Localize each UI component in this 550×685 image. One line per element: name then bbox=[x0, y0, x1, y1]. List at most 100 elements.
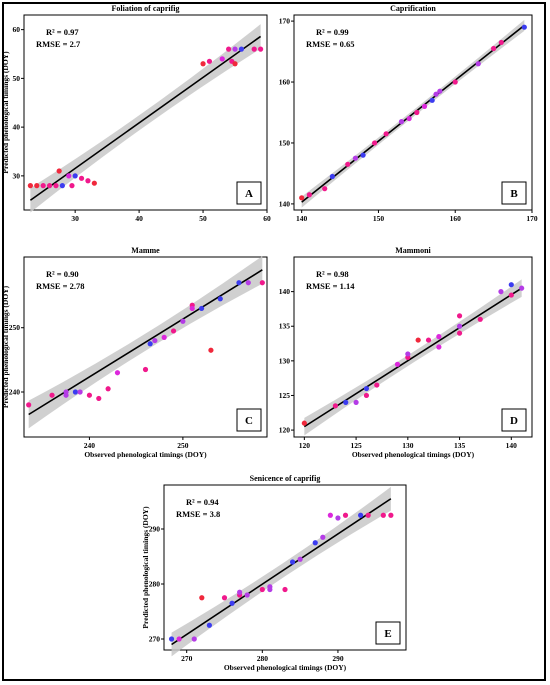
data-point bbox=[267, 584, 273, 590]
panel-c: Mamme 240 250 240 250 R² = 0.90 RMSE = 2.78 C Ob… bbox=[1, 246, 268, 459]
data-point bbox=[40, 183, 46, 189]
rmse-label: RMSE = 1.14 bbox=[306, 281, 355, 291]
data-point bbox=[147, 341, 153, 347]
data-point bbox=[452, 79, 458, 85]
data-point bbox=[425, 337, 432, 343]
panel-label: A bbox=[245, 188, 253, 200]
data-point bbox=[491, 45, 497, 52]
rmse-label: RMSE = 0.65 bbox=[306, 39, 355, 49]
data-point bbox=[365, 512, 371, 518]
data-point bbox=[436, 344, 442, 350]
data-point bbox=[232, 61, 238, 67]
data-point bbox=[456, 330, 463, 336]
data-point bbox=[245, 280, 251, 286]
data-point bbox=[258, 46, 264, 52]
x-axis-label: Observed phenological timings (DOY) bbox=[352, 450, 475, 459]
data-point bbox=[374, 382, 380, 388]
data-point bbox=[226, 46, 232, 52]
regression-line bbox=[171, 498, 392, 646]
data-point bbox=[508, 292, 514, 298]
data-point bbox=[335, 515, 341, 521]
r-squared-label: R² = 0.94 bbox=[186, 497, 219, 507]
data-point bbox=[429, 97, 435, 103]
panel-title: Caprification bbox=[390, 4, 436, 13]
data-point bbox=[383, 131, 389, 137]
data-point bbox=[56, 168, 62, 174]
rmse-label: RMSE = 2.7 bbox=[36, 39, 81, 49]
y-tick-label: 290 bbox=[149, 525, 161, 534]
data-point bbox=[329, 173, 335, 180]
data-point bbox=[301, 420, 307, 426]
r-squared-label: R² = 0.99 bbox=[316, 27, 349, 37]
regression-line bbox=[301, 24, 525, 203]
data-point bbox=[327, 512, 333, 518]
data-point bbox=[352, 155, 359, 161]
data-point bbox=[191, 636, 197, 642]
data-point bbox=[320, 534, 326, 540]
data-point bbox=[433, 91, 439, 97]
data-point bbox=[436, 334, 442, 340]
x-tick-label: 40 bbox=[135, 214, 143, 223]
y-tick-label: 135 bbox=[279, 322, 291, 331]
data-point bbox=[217, 296, 223, 302]
data-point bbox=[405, 351, 411, 357]
data-point bbox=[259, 280, 265, 286]
data-point bbox=[475, 61, 481, 67]
data-point bbox=[34, 183, 40, 189]
data-point bbox=[508, 282, 514, 288]
y-tick-label: 40 bbox=[13, 123, 21, 132]
data-point bbox=[91, 180, 97, 186]
x-tick-label: 50 bbox=[199, 214, 207, 223]
x-tick-label: 130 bbox=[402, 441, 414, 450]
data-point bbox=[232, 46, 238, 52]
panel-label-box bbox=[375, 621, 401, 645]
y-tick-label: 250 bbox=[9, 323, 21, 332]
data-point bbox=[208, 347, 214, 353]
data-point bbox=[66, 173, 72, 179]
data-point bbox=[176, 636, 182, 642]
y-tick-label: 140 bbox=[279, 287, 291, 296]
panel-title: Foliation of caprifig bbox=[112, 4, 180, 13]
y-axis-label: Predicted phenological timings (DOY) bbox=[1, 51, 10, 174]
data-point bbox=[299, 195, 305, 201]
data-point bbox=[414, 109, 420, 116]
data-point bbox=[63, 389, 69, 395]
data-point bbox=[363, 392, 370, 399]
data-point bbox=[168, 636, 175, 642]
data-point bbox=[72, 389, 79, 395]
data-point bbox=[342, 512, 349, 518]
data-point bbox=[297, 556, 303, 562]
data-point bbox=[437, 88, 443, 94]
data-point bbox=[477, 316, 483, 322]
data-point bbox=[259, 586, 265, 593]
y-tick-label: 150 bbox=[279, 138, 291, 147]
panel-title: Senicence of caprifig bbox=[250, 474, 321, 483]
data-point bbox=[312, 540, 318, 546]
data-point bbox=[46, 183, 53, 189]
regression-line bbox=[29, 35, 262, 201]
y-tick-label: 280 bbox=[149, 580, 161, 589]
x-tick-label: 60 bbox=[263, 214, 271, 223]
data-point bbox=[200, 61, 206, 67]
x-tick-label: 160 bbox=[450, 214, 462, 223]
x-tick-label: 240 bbox=[84, 441, 96, 450]
y-tick-label: 240 bbox=[9, 388, 21, 397]
data-point bbox=[53, 183, 59, 189]
y-axis-label: Predicted phenological timings (DOY) bbox=[1, 285, 10, 408]
data-point bbox=[85, 178, 91, 184]
data-point bbox=[358, 512, 364, 518]
data-point bbox=[456, 323, 463, 329]
data-point bbox=[456, 313, 463, 319]
data-point bbox=[72, 173, 78, 179]
data-point bbox=[142, 366, 149, 373]
x-tick-label: 280 bbox=[257, 654, 269, 663]
x-tick-label: 120 bbox=[299, 441, 311, 450]
y-tick-label: 60 bbox=[13, 25, 21, 34]
y-tick-label: 170 bbox=[279, 17, 291, 26]
data-point bbox=[105, 386, 111, 392]
rmse-label: RMSE = 2.78 bbox=[36, 281, 85, 291]
panel-label-box bbox=[501, 408, 527, 432]
data-point bbox=[170, 328, 177, 334]
panel-label: E bbox=[384, 628, 391, 640]
